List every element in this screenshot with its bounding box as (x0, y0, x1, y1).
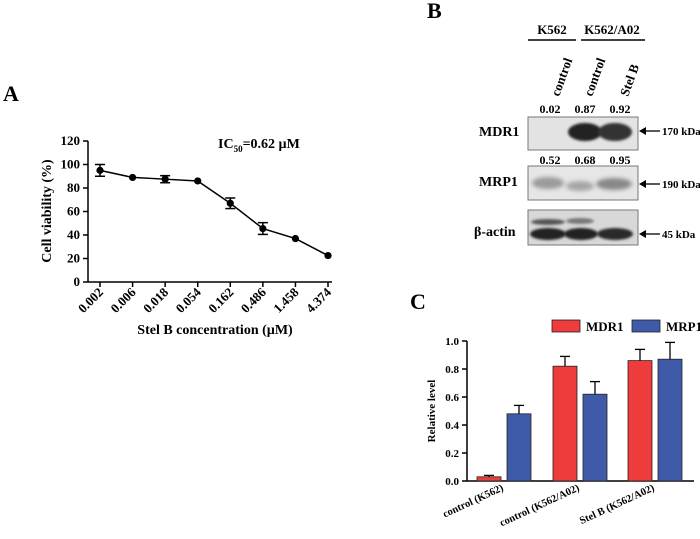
panel-b-letter: B (427, 0, 442, 23)
x-tick-label: 0.018 (140, 284, 172, 316)
y-tick-label: 80 (67, 180, 80, 195)
y-tick-label: 120 (61, 133, 81, 148)
x-tick-label: 0.002 (75, 285, 106, 316)
x-category-label: Stel B (K562/A02) (578, 483, 657, 527)
mdr1-value-1: 0.02 (540, 102, 561, 116)
mrp1-band-1 (532, 177, 564, 189)
mrp1-arrowhead (639, 180, 646, 188)
y-tick-label: 0.0 (445, 476, 459, 488)
y-tick-label: 40 (67, 227, 80, 242)
western-blot-panel: K562 K562/A02 control control Stel B 0.0… (474, 22, 700, 246)
actin-marker: 45 kDa (662, 229, 696, 241)
actin-band-2 (564, 228, 598, 240)
lane-label-2: control (581, 55, 609, 98)
panel-a-letter: A (3, 81, 19, 106)
y-tick-label: 0 (74, 274, 81, 289)
series-line (99, 169, 329, 257)
actin-band-2-upper (566, 218, 594, 224)
lane-label-3: Stel B (617, 62, 642, 98)
ic50-annotation: IC50=0.62 µM (218, 137, 300, 154)
x-tick-label: 1.458 (270, 284, 302, 316)
data-point (128, 173, 137, 182)
y-tick-label: 0.6 (445, 392, 459, 404)
y-tick-label: 0.2 (445, 448, 459, 460)
actin-label: β-actin (474, 225, 516, 240)
mdr1-marker: 170 kDa (662, 126, 700, 138)
legend-label: MRP1 (666, 319, 700, 334)
y-tick-label: 60 (67, 204, 80, 219)
actin-band-1-upper (531, 219, 565, 225)
mdr1-band-2 (568, 123, 602, 141)
data-point (194, 177, 202, 185)
data-point (291, 234, 300, 243)
mdr1-band-3 (598, 123, 632, 141)
y-tick-label: 1.0 (445, 336, 459, 348)
mrp1-value-2: 0.68 (575, 153, 596, 167)
x-tick-label: 0.006 (107, 284, 139, 316)
x-category-label: control (K562) (441, 483, 505, 521)
x-tick-label: 4.374 (303, 284, 335, 316)
x-tick-label: 0.054 (173, 284, 205, 316)
legend-swatch (551, 319, 581, 333)
legend-label: MDR1 (586, 319, 624, 334)
actin-band-3 (597, 228, 633, 240)
bar-chart: 0.0 0.2 0.4 0.6 0.8 1.0 control (K562)control… (426, 319, 700, 529)
group-label-k562: K562 (537, 22, 567, 37)
bar-mdr1 (627, 360, 653, 482)
data-point (96, 166, 104, 174)
x-tick-label: 0.162 (205, 285, 236, 316)
actin-arrowhead (639, 230, 646, 238)
panel-c-letter: C (410, 289, 426, 314)
group-label-k562-a02: K562/A02 (584, 22, 640, 37)
line-chart: 0 20 40 60 80 100 120 0.002 0.006 0.018 0.054 0.16… (40, 133, 334, 338)
mdr1-value-3: 0.92 (610, 102, 631, 116)
x-axis-label: Stel B concentration (µM) (137, 323, 293, 338)
bar-mrp1 (657, 358, 683, 482)
bar-mdr1 (476, 476, 502, 482)
mdr1-arrowhead (639, 127, 646, 135)
bar-mrp1 (506, 413, 532, 482)
mrp1-band-3 (596, 178, 632, 190)
mrp1-value-1: 0.52 (540, 153, 561, 167)
x-category-label: control (K562/A02) (498, 483, 581, 530)
data-point (324, 251, 332, 260)
mdr1-label: MDR1 (479, 125, 519, 140)
actin-band-1 (530, 228, 566, 240)
x-tick-label: 0.486 (238, 284, 270, 316)
bar-mdr1 (552, 365, 578, 482)
y-tick-label: 0.8 (445, 364, 459, 376)
y-axis-label: Relative level (426, 380, 438, 443)
mdr1-value-2: 0.87 (575, 102, 596, 116)
mrp1-value-3: 0.95 (610, 153, 631, 167)
data-point (226, 199, 234, 207)
mrp1-band-2 (566, 181, 594, 191)
data-point (259, 224, 267, 233)
y-tick-label: 20 (67, 251, 80, 266)
mrp1-label: MRP1 (479, 175, 518, 190)
data-point (161, 175, 169, 183)
bar-mrp1 (582, 393, 608, 482)
mrp1-marker: 190 kDa (662, 179, 700, 191)
legend-swatch (631, 319, 661, 333)
y-axis-label: Cell viability (%) (40, 159, 55, 263)
y-tick-label: 100 (61, 157, 81, 172)
lane-label-1: control (548, 55, 576, 98)
y-tick-label: 0.4 (445, 420, 459, 432)
